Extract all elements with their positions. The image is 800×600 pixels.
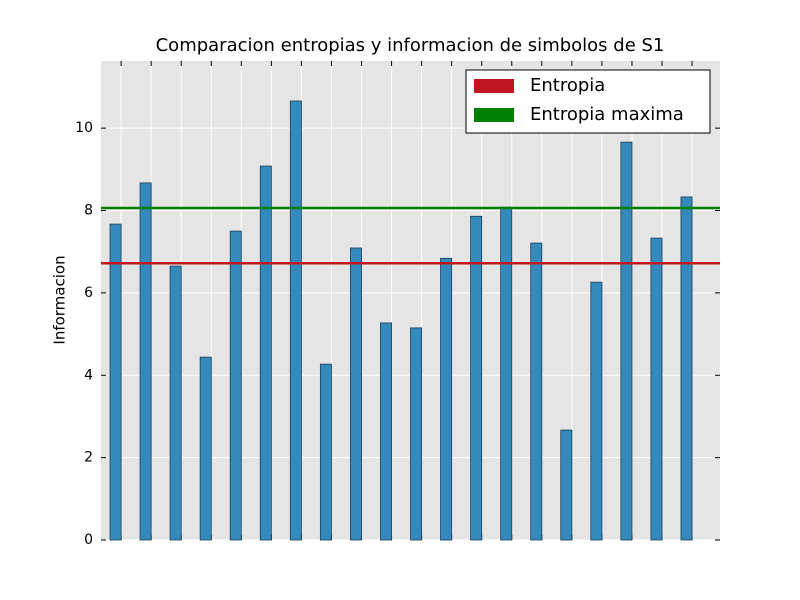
bar (560, 429, 573, 541)
legend-label: Entropia (530, 75, 605, 96)
legend-swatch (474, 79, 514, 93)
bar (169, 265, 182, 541)
bar (410, 327, 423, 541)
bar (530, 242, 543, 541)
bar (680, 196, 693, 541)
bar (440, 257, 453, 541)
bar (590, 281, 603, 541)
bar (500, 206, 513, 541)
bar (319, 363, 332, 541)
y-tick-label: 6 (84, 285, 93, 301)
y-tick-label: 4 (84, 367, 93, 383)
bar (349, 247, 362, 541)
legend-swatch (474, 108, 514, 122)
bar (109, 223, 122, 541)
bar (380, 322, 392, 541)
y-tick-label: 8 (84, 203, 93, 219)
bar (289, 100, 302, 541)
bar (650, 237, 663, 541)
bar (470, 215, 483, 541)
bar (620, 141, 633, 541)
legend: Entropia Entropia maxima (465, 69, 711, 134)
y-tick-label: 10 (75, 120, 93, 136)
chart-title: Comparacion entropias y informacion de s… (156, 35, 665, 56)
legend-label: Entropia maxima (530, 104, 684, 125)
bar (229, 230, 242, 541)
bar (199, 356, 212, 541)
bar (259, 165, 272, 541)
y-tick-label: 0 (84, 532, 93, 548)
y-tick-label: 2 (84, 450, 93, 466)
y-axis-label: Informacion (51, 255, 69, 344)
bar (139, 182, 152, 541)
